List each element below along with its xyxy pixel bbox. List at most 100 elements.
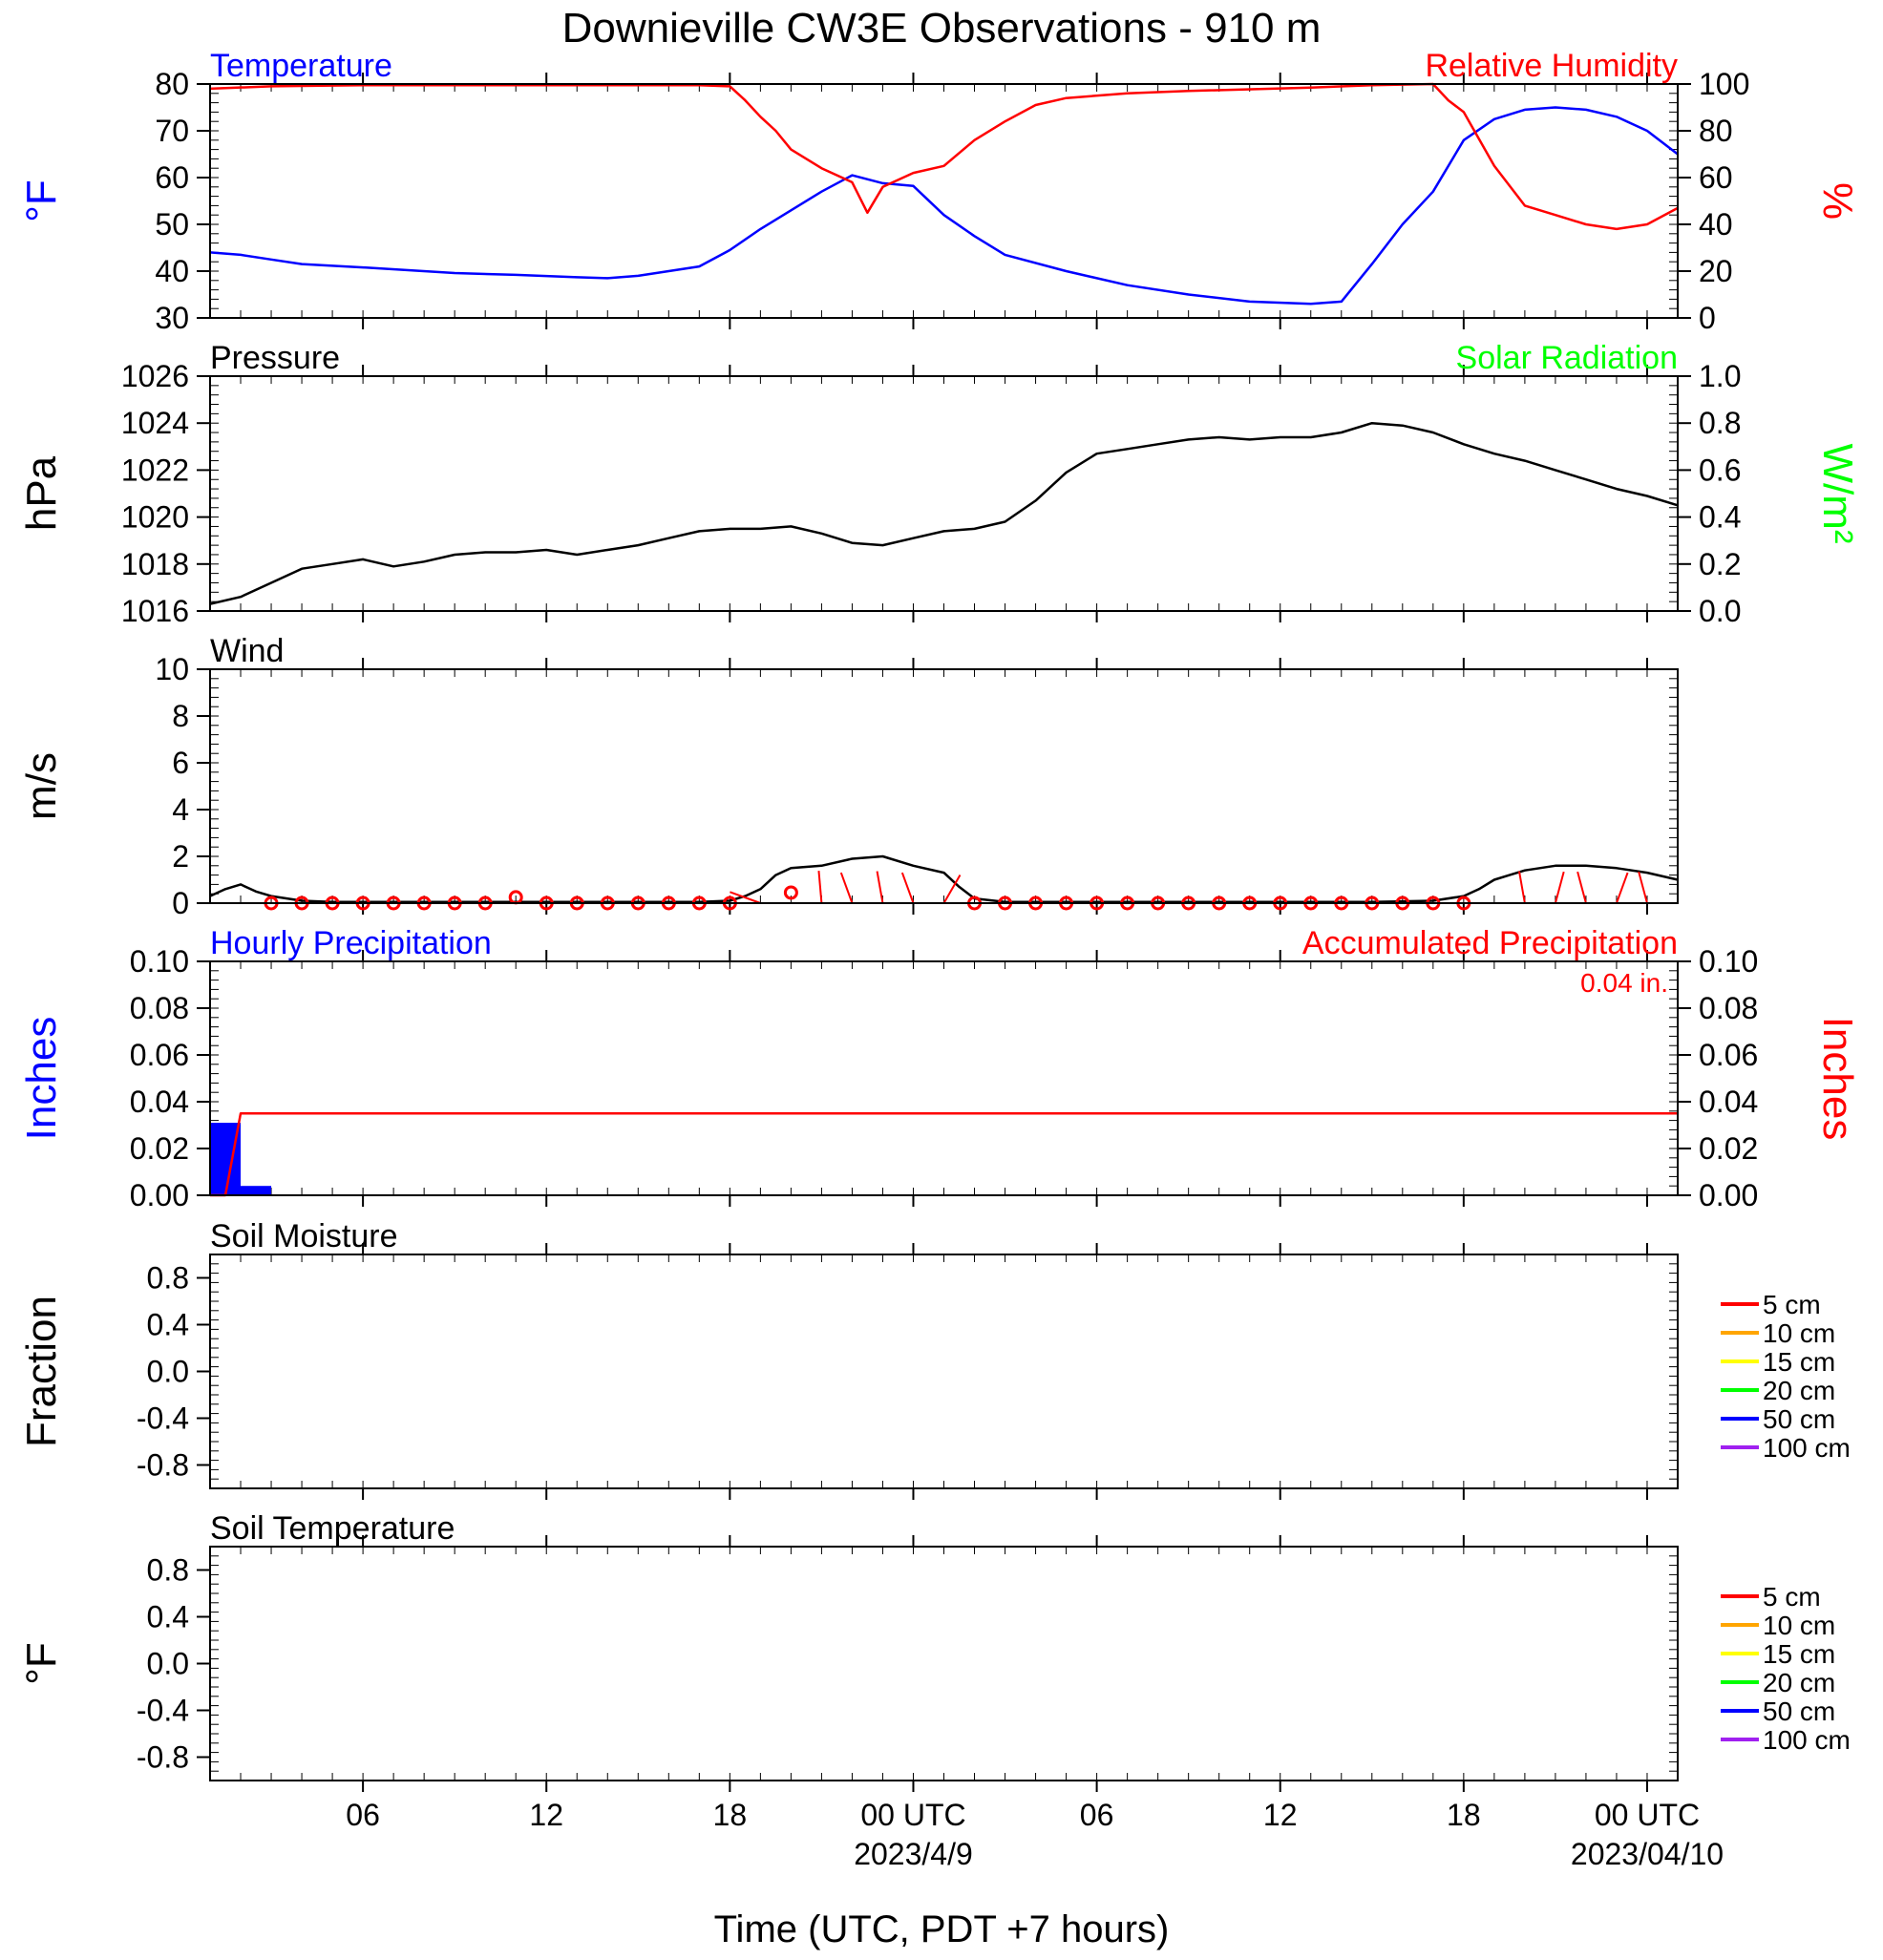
y-tick-label-left: 0 (172, 886, 189, 920)
x-tick-label: 12 (529, 1798, 563, 1832)
y-tick-label-left: -0.8 (137, 1448, 189, 1483)
y-tick-label-right: 0.00 (1699, 1178, 1758, 1212)
panel-precipitation: 0.00 0.02 0.04 0.06 0.08 0.10 0.00 0.02 0.04 0.06… (18, 925, 1861, 1212)
y-axis-label-left: Inches (18, 1017, 65, 1141)
y-tick-label-right: 0.02 (1699, 1131, 1758, 1166)
y-tick-label-left: -0.4 (137, 1694, 189, 1728)
y-tick-label-right: 0.6 (1699, 453, 1741, 487)
panel-title-right: Solar Radiation (1456, 340, 1678, 376)
y-tick-label-left: 1026 (121, 359, 189, 393)
y-axis-label-right: Inches (1814, 1017, 1861, 1141)
legend-label: 50 cm (1763, 1404, 1835, 1434)
panel-frame (209, 668, 1679, 904)
y-tick-label-left: 2 (172, 839, 189, 874)
x-tick-label: 06 (346, 1798, 380, 1832)
y-tick-label-left: 0.0 (147, 1647, 189, 1681)
x-axis: 06 12 18 00 UTC 2023/4/9 06 12 18 00 UTC 2023/04/… (346, 1798, 1724, 1871)
y-axis-label-left: °F (18, 1642, 65, 1684)
y-tick-label-left: 1024 (121, 406, 189, 440)
wind-barb (730, 891, 761, 904)
y-tick-label-left: 0.8 (147, 1553, 189, 1588)
y-tick-label-left: 1022 (121, 453, 189, 487)
y-tick-label-right: 1.0 (1699, 359, 1741, 393)
wind-barb (817, 871, 823, 904)
panel-wind: 0 2 4 6 8 10 Wind m/s (18, 633, 1679, 920)
y-tick-label-left: 0.0 (147, 1355, 189, 1389)
panel-title-left: Pressure (210, 340, 340, 376)
y-tick-label-left: 0.4 (147, 1308, 189, 1342)
panel-title-left: Soil Temperature (210, 1510, 455, 1547)
panel-title-left: Soil Moisture (210, 1218, 398, 1254)
panel-frame (209, 375, 1679, 612)
x-axis-title: Time (UTC, PDT +7 hours) (714, 1908, 1170, 1950)
x-date-label: 2023/4/9 (854, 1837, 973, 1871)
y-tick-label-left: 0.02 (130, 1131, 189, 1166)
precip-bar (241, 1186, 272, 1195)
wind-barb (1554, 871, 1565, 904)
legend-label: 20 cm (1763, 1668, 1835, 1697)
x-tick-label: 06 (1080, 1798, 1114, 1832)
panel-frame (209, 1254, 1679, 1489)
y-tick-label-left: 4 (172, 792, 189, 827)
accumulated-total-label: 0.04 in. (1580, 968, 1668, 998)
y-tick-label-left: 40 (155, 254, 189, 288)
y-tick-label-left: 60 (155, 160, 189, 195)
panel-title-left: Wind (210, 633, 284, 669)
wind-barb (1616, 872, 1629, 904)
y-tick-label-right: 0.08 (1699, 991, 1758, 1025)
wind-barb (942, 875, 962, 904)
y-tick-label-left: 10 (155, 652, 189, 686)
y-tick-label-right: 0.2 (1699, 547, 1741, 581)
y-axis-label-left: m/s (18, 752, 65, 820)
y-tick-label-right: 60 (1699, 160, 1733, 195)
y-tick-label-left: 0.4 (147, 1600, 189, 1634)
calm-wind-marker (783, 885, 798, 900)
wind-barb (876, 871, 884, 904)
y-tick-label-left: 8 (172, 699, 189, 733)
legend-label: 5 cm (1763, 1290, 1821, 1319)
wind-barb (1518, 871, 1526, 904)
y-tick-label-left: 1020 (121, 500, 189, 535)
y-tick-label-left: 50 (155, 207, 189, 242)
legend-label: 100 cm (1763, 1725, 1851, 1755)
legend-label: 10 cm (1763, 1611, 1835, 1640)
legend-label: 100 cm (1763, 1433, 1851, 1463)
wind-barb (839, 872, 854, 904)
wind-barb (1638, 871, 1648, 904)
y-tick-label-left: 80 (155, 67, 189, 101)
y-tick-label-right: 0.0 (1699, 594, 1741, 628)
y-axis-label-left: hPa (18, 455, 65, 531)
y-tick-label-left: 0.8 (147, 1261, 189, 1296)
y-tick-label-right: 40 (1699, 207, 1733, 242)
y-tick-label-left: 1016 (121, 594, 189, 628)
y-tick-label-right: 0.4 (1699, 500, 1741, 535)
legend-label: 15 cm (1763, 1347, 1835, 1377)
y-tick-label-right: 0 (1699, 301, 1716, 335)
panel-frame (209, 960, 1679, 1196)
y-tick-label-left: 70 (155, 114, 189, 148)
series-line-pressure (209, 421, 1679, 605)
y-tick-label-left: -0.8 (137, 1740, 189, 1775)
y-tick-label-right: 0.10 (1699, 944, 1758, 979)
y-tick-label-right: 80 (1699, 114, 1733, 148)
series-line-temperature (209, 106, 1679, 306)
series-line-relative-humidity (209, 82, 1679, 231)
legend-label: 50 cm (1763, 1697, 1835, 1726)
x-tick-label: 12 (1263, 1798, 1298, 1832)
panel-title-left: Hourly Precipitation (210, 925, 492, 961)
y-axis-label-left: Fraction (18, 1296, 65, 1447)
x-tick-label: 18 (713, 1798, 748, 1832)
y-tick-label-left: 0.04 (130, 1085, 189, 1119)
x-date-label: 2023/04/10 (1571, 1837, 1724, 1871)
y-tick-label-left: 0.10 (130, 944, 189, 979)
panel-temperature-humidity: 30 40 50 60 70 80 0 20 40 60 80 100 Temperature Relat… (18, 48, 1861, 335)
legend-label: 5 cm (1763, 1582, 1821, 1612)
y-tick-label-left: 0.00 (130, 1178, 189, 1212)
panel-frame (209, 83, 1679, 319)
panel-title-left: Temperature (210, 48, 392, 84)
y-tick-label-left: 0.06 (130, 1038, 189, 1072)
